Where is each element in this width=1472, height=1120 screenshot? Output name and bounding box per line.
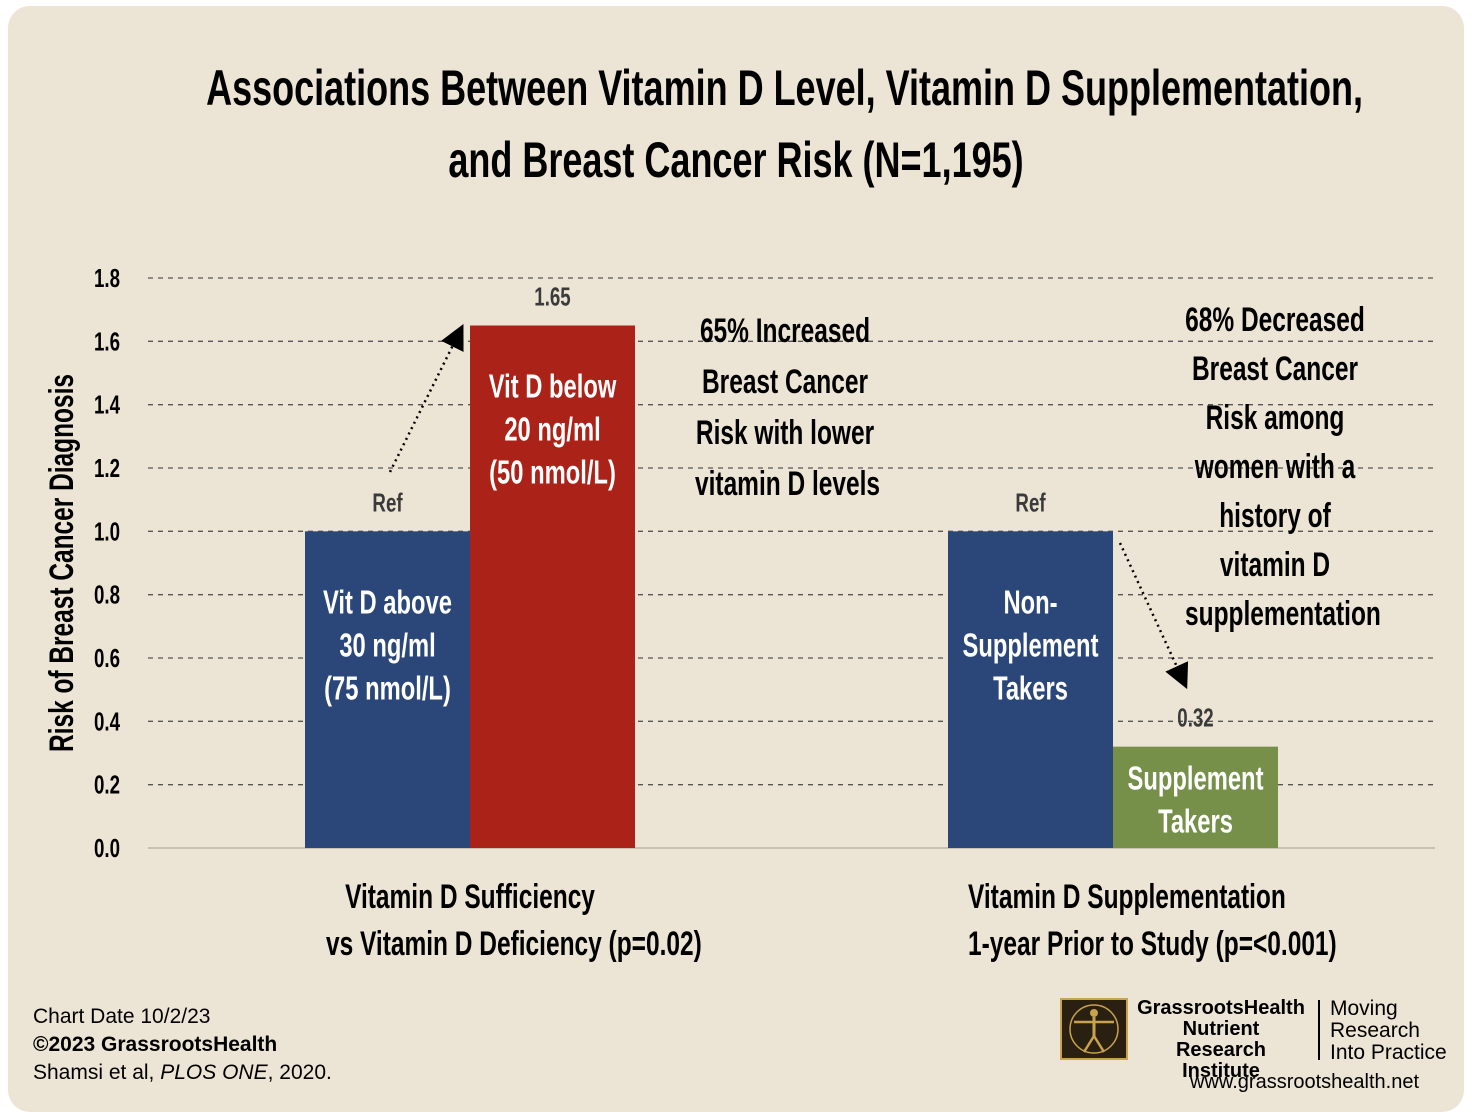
bar-inside-label: Vit D above [323,585,452,622]
annotation-line: supplementation [1185,595,1381,633]
y-axis-label: Risk of Breast Cancer Diagnosis [43,374,81,752]
annotation-line: vitamin D levels [695,465,881,503]
vitruvian-logo-icon [1060,998,1128,1060]
y-tick-label: 1.2 [94,453,120,483]
logo-tag-line: Moving [1330,997,1398,1020]
copyright: ©2023 GrassrootsHealth [33,1033,278,1056]
chart-title: Associations Between Vitamin D Level, Vi… [206,52,1364,196]
logo-org-line: Research Institute [1175,1039,1267,1082]
bar-inside-label: Supplement [1128,761,1264,798]
group-label-line: Vitamin D Sufficiency [345,878,595,916]
title-line-2: and Breast Cancer Risk (N=1,195) [448,132,1024,188]
logo-tagline: Moving Research Into Practice [1330,998,1447,1064]
logo-org-name: GrassrootsHealth Nutrient Research Insti… [1135,998,1307,1082]
bar [1113,746,1278,848]
logo-org-line: GrassrootsHealth [1137,997,1305,1019]
chart-date: Chart Date 10/2/23 [33,1005,211,1028]
citation: Shamsi et al, PLOS ONE, 2020. [33,1059,332,1087]
chart-footer: Chart Date 10/2/23 ©2023 GrassrootsHealt… [33,1003,332,1087]
group-label-line: vs Vitamin D Deficiency (p=0.02) [326,925,702,963]
bar-value-label: Ref [1015,487,1046,517]
logo-tag-line: Research [1330,1019,1420,1042]
bar-value-label: Ref [372,487,403,517]
y-tick-label: 0.8 [94,580,120,610]
y-tick-label: 0.2 [94,770,120,800]
annotation-line: history of [1219,497,1331,535]
y-tick-label: 1.6 [94,326,120,356]
logo-org-line: Nutrient [1182,1018,1260,1040]
bar-inside-label: Takers [993,671,1068,708]
bar [305,531,470,848]
group-label-supplementation: Vitamin D Supplementation 1-year Prior t… [968,874,1337,968]
bar-inside-label: 30 ng/ml [339,628,435,665]
increase-arrow [388,324,464,473]
logo-tag-line: Into Practice [1330,1041,1447,1064]
bar-inside-label: Takers [1158,804,1233,841]
annotation-line: 68% Decreased [1185,301,1365,339]
annotation-line: women with a [1194,448,1356,486]
bar-value-label: 1.65 [534,281,570,311]
y-tick-label: 0.0 [94,833,120,863]
group-label-sufficiency: Vitamin D Sufficiency vs Vitamin D Defic… [326,874,702,968]
title-line-1: Associations Between Vitamin D Level, Vi… [206,60,1364,116]
citation-year: , 2020. [267,1061,332,1084]
y-tick-label: 1.0 [94,516,120,546]
group-label-line: Vitamin D Supplementation [968,878,1286,916]
citation-authors: Shamsi et al, [33,1061,161,1084]
bar-inside-label: (50 nmol/L) [489,455,616,492]
bar-inside-label: Vit D below [489,369,617,406]
bar [948,531,1113,848]
bar-value-label: 0.32 [1177,703,1213,733]
group-label-line: 1-year Prior to Study (p=<0.001) [968,925,1337,963]
y-tick-label: 1.8 [94,263,120,293]
annotation-line: Risk among [1205,399,1345,437]
annotation-line: Breast Cancer [701,363,869,401]
annotation-line: Breast Cancer [1191,350,1359,388]
bar-inside-label: (75 nmol/L) [324,671,451,708]
increase-annotation: 65% Increased Breast Cancer Risk with lo… [695,306,881,510]
annotation-line: Risk with lower [695,414,875,452]
bar-inside-label: Non- [1003,585,1057,622]
bar [470,325,635,848]
decrease-annotation: 68% Decreased Breast Cancer Risk among w… [1185,296,1381,639]
citation-journal: PLOS ONE [160,1061,268,1084]
bar-inside-label: Supplement [963,628,1099,665]
website-url: www.grassrootshealth.net [1190,1071,1420,1093]
y-tick-label: 0.4 [94,706,120,736]
y-tick-label: 1.4 [94,390,120,420]
annotation-line: 65% Increased [699,312,871,350]
y-tick-label: 0.6 [94,643,120,673]
annotation-line: vitamin D [1219,546,1331,584]
chart-background [8,6,1464,1112]
decrease-arrow [1118,542,1189,690]
bar-inside-label: 20 ng/ml [504,412,600,449]
logo-divider [1318,1000,1320,1060]
